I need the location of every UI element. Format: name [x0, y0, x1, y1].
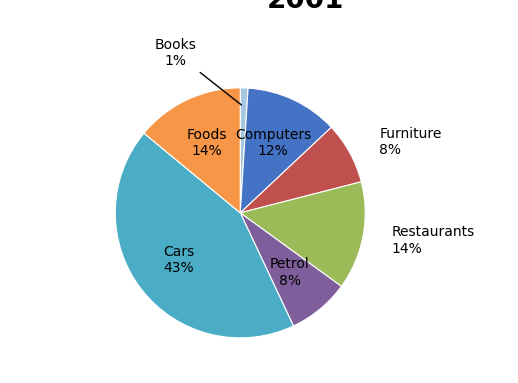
- Wedge shape: [240, 213, 341, 326]
- Wedge shape: [240, 182, 365, 286]
- Wedge shape: [240, 88, 332, 213]
- Text: Restaurants
14%: Restaurants 14%: [392, 226, 474, 255]
- Text: Books
1%: Books 1%: [154, 38, 241, 105]
- Text: Foods
14%: Foods 14%: [187, 128, 227, 158]
- Text: Computers
12%: Computers 12%: [235, 128, 311, 158]
- Text: Furniture
8%: Furniture 8%: [380, 127, 442, 157]
- Text: Cars
43%: Cars 43%: [163, 245, 195, 275]
- Wedge shape: [144, 88, 240, 213]
- Wedge shape: [240, 88, 248, 213]
- Text: Petrol
8%: Petrol 8%: [270, 257, 310, 288]
- Wedge shape: [240, 127, 362, 213]
- Text: 2001: 2001: [267, 0, 344, 14]
- Wedge shape: [116, 133, 294, 338]
